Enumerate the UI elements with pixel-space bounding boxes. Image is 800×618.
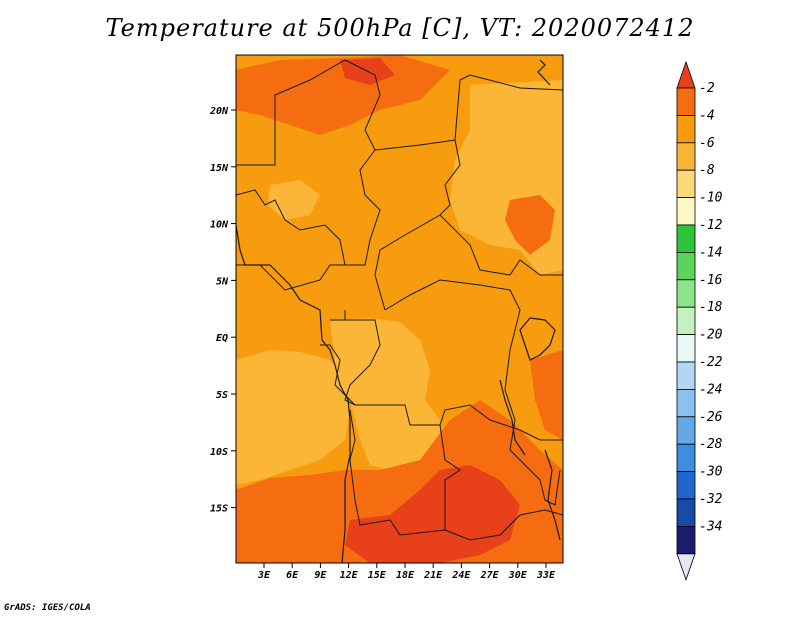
colorbar-top-arrow (676, 60, 696, 89)
field-cool-region-congo (330, 318, 445, 472)
coastlines (236, 59, 561, 563)
colorbar-label: -20 (699, 328, 723, 343)
country-borders (236, 59, 563, 541)
lon-tick-label: 18E (396, 570, 415, 581)
colorbar-swatch (676, 87, 696, 116)
lon-tick-label: 12E (340, 570, 359, 581)
longitude-axis: 3E 6E 9E 12E 15E 18E 21E 24E 27E 30E 33E (257, 563, 556, 581)
colorbar-swatch (676, 251, 696, 281)
colorbar-swatch (676, 443, 696, 473)
colorbar: -2 -4 -6 -8 -10 -12 -14 -16 -18 -20 -22 -24 -26 -28 -3… (676, 60, 723, 582)
colorbar-swatch (676, 334, 696, 363)
field-hot-region-north (236, 55, 450, 135)
colorbar-swatch (676, 142, 696, 171)
lat-tick-label: 10S (210, 447, 228, 458)
lat-tick-label: 5N (216, 276, 229, 287)
colorbar-label: -22 (699, 355, 723, 370)
colorbar-swatch (676, 224, 696, 253)
map-frame (235, 54, 564, 564)
lon-tick-label: 27E (480, 570, 500, 581)
lat-tick-label: 15S (210, 504, 228, 515)
colorbar-label: -30 (699, 465, 723, 480)
lon-tick-label: 21E (423, 570, 443, 581)
colorbar-swatch (676, 306, 696, 336)
field-hot-region-east (530, 350, 563, 440)
grads-credit: GrADS: IGES/COLA (4, 603, 91, 613)
lon-tick-label: 33E (536, 570, 556, 581)
colorbar-swatch (676, 279, 696, 308)
temperature-field (236, 55, 563, 563)
colorbar-swatch (676, 169, 696, 198)
colorbar-label: -10 (699, 191, 723, 206)
colorbar-swatch (676, 416, 696, 445)
lon-tick-label: 9E (314, 570, 327, 581)
lon-tick-label: 3E (257, 570, 271, 581)
colorbar-swatch (676, 361, 696, 390)
colorbar-swatch (676, 471, 696, 500)
lat-tick-label: EQ (216, 333, 228, 344)
colorbar-label: -12 (699, 218, 723, 233)
lon-tick-label: 30E (508, 570, 528, 581)
colorbar-swatch (676, 498, 696, 527)
colorbar-label: -14 (699, 245, 722, 260)
colorbar-label: -4 (699, 108, 715, 123)
colorbar-label: -32 (699, 492, 723, 507)
colorbar-label: -26 (699, 410, 723, 425)
lat-tick-label: 10N (210, 220, 229, 231)
colorbar-label: -18 (699, 300, 723, 315)
colorbar-label: -6 (699, 136, 715, 151)
chart-title: Temperature at 500hPa [C], VT: 202007241… (105, 14, 695, 42)
field-cool-region-north (268, 180, 320, 220)
lon-tick-label: 24E (451, 570, 471, 581)
lon-tick-label: 6E (286, 570, 299, 581)
lat-tick-label: 20N (209, 106, 229, 117)
lat-tick-label: 5S (216, 390, 228, 401)
colorbar-label: -34 (699, 519, 722, 534)
lon-tick-label: 15E (368, 570, 387, 581)
colorbar-label: -28 (699, 437, 723, 452)
field-hot-region-ne (505, 195, 555, 255)
colorbar-swatch (676, 388, 696, 418)
colorbar-swatch (676, 115, 696, 144)
colorbar-label: -2 (699, 81, 715, 96)
latitude-axis: 20N 15N 10N 5N EQ 5S 10S 15S (209, 106, 236, 515)
colorbar-label: -8 (699, 163, 715, 178)
colorbar-label: -24 (699, 382, 722, 397)
colorbar-bottom-arrow (676, 553, 696, 582)
lat-tick-label: 15N (210, 163, 229, 174)
colorbar-swatch (676, 526, 696, 555)
field-cool-region-west (236, 350, 350, 485)
colorbar-label: -16 (699, 273, 723, 288)
colorbar-swatch (676, 197, 696, 226)
